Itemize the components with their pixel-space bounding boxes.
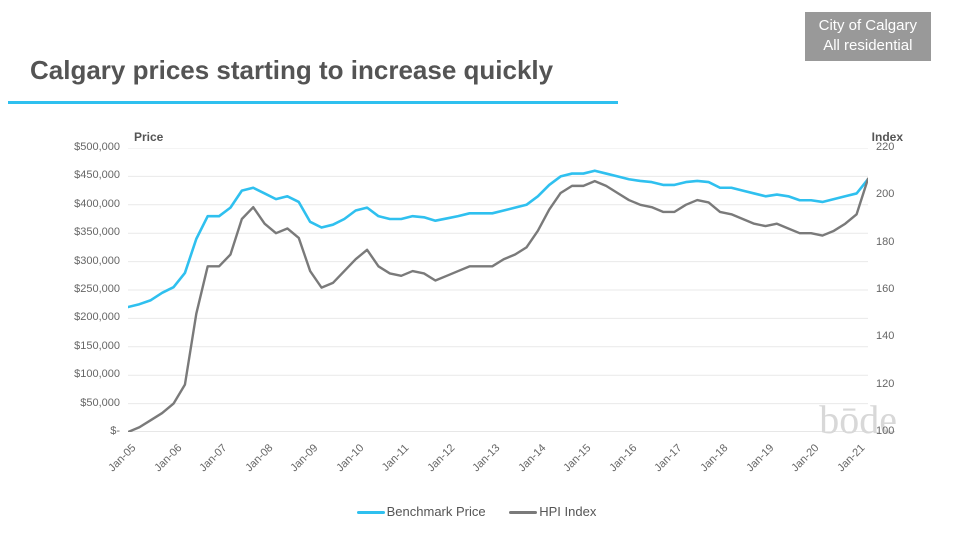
y-left-tick: $400,000 [58,198,120,210]
x-tick: Jan-19 [725,442,776,493]
y-left-tick: $100,000 [58,368,120,380]
title-underline [8,101,618,104]
y-axis-left-title: Price [134,130,163,144]
y-left-tick: $350,000 [58,226,120,238]
y-left-tick: $- [58,425,120,437]
y-right-tick: 160 [876,283,894,295]
x-tick: Jan-10 [315,442,366,493]
x-tick: Jan-18 [680,442,731,493]
y-right-tick: 100 [876,425,894,437]
y-left-tick: $450,000 [58,169,120,181]
y-left-tick: $250,000 [58,283,120,295]
badge-line1: City of Calgary [819,16,917,36]
legend-item-hpi: HPI Index [509,504,596,519]
region-badge: City of Calgary All residential [805,12,931,61]
x-tick: Jan-17 [634,442,685,493]
x-tick: Jan-07 [179,442,230,493]
x-tick: Jan-08 [224,442,275,493]
y-left-tick: $200,000 [58,311,120,323]
y-left-tick: $500,000 [58,141,120,153]
legend-label: Benchmark Price [387,504,486,519]
badge-line2: All residential [819,36,917,56]
x-tick: Jan-21 [816,442,867,493]
chart-title: Calgary prices starting to increase quic… [30,55,553,86]
y-left-tick: $300,000 [58,255,120,267]
x-tick: Jan-16 [588,442,639,493]
y-right-tick: 120 [876,378,894,390]
legend-label: HPI Index [539,504,596,519]
legend-swatch [509,511,537,514]
x-tick: Jan-09 [270,442,321,493]
y-left-tick: $150,000 [58,340,120,352]
x-tick: Jan-15 [543,442,594,493]
y-left-tick: $50,000 [58,397,120,409]
x-tick: Jan-14 [497,442,548,493]
y-right-tick: 200 [876,188,894,200]
line-chart [128,148,868,432]
legend-swatch [357,511,385,514]
x-tick: Jan-05 [88,442,139,493]
chart-legend: Benchmark Price HPI Index [0,504,953,519]
legend-item-benchmark: Benchmark Price [357,504,486,519]
x-tick: Jan-06 [133,442,184,493]
x-tick: Jan-12 [406,442,457,493]
y-right-tick: 220 [876,141,894,153]
y-right-tick: 180 [876,236,894,248]
x-tick: Jan-13 [452,442,503,493]
x-tick: Jan-20 [771,442,822,493]
y-right-tick: 140 [876,330,894,342]
x-tick: Jan-11 [361,442,412,493]
